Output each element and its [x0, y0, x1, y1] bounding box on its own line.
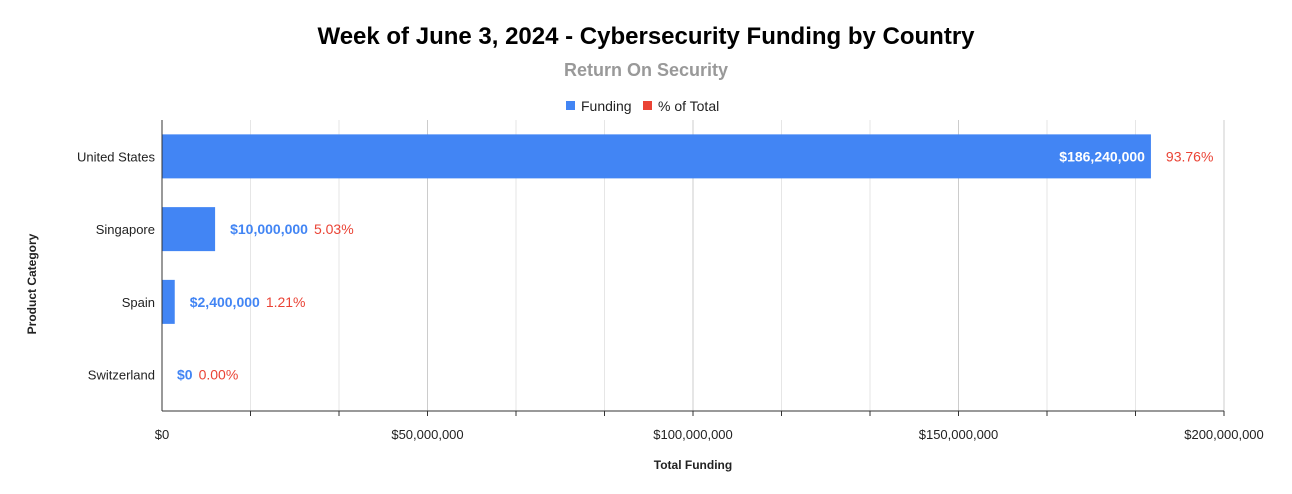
- x-tick-label: $0: [155, 427, 169, 442]
- legend: Funding % of Total: [566, 98, 719, 114]
- data-labels: $186,240,000 93.76% $10,000,000 5.03% $2,400…: [177, 148, 1213, 382]
- bar-spain: [162, 279, 175, 324]
- legend-label-percent: % of Total: [658, 98, 719, 114]
- value-label: $186,240,000: [1059, 148, 1145, 164]
- value-label: $10,000,000: [230, 221, 308, 237]
- x-tick-label: $150,000,000: [919, 427, 999, 442]
- axes: [161, 120, 1225, 416]
- bar-singapore: [162, 207, 216, 252]
- chart-subtitle: Return On Security: [564, 60, 728, 80]
- chart-title: Week of June 3, 2024 - Cybersecurity Fun…: [317, 23, 975, 50]
- legend-swatch-funding: [566, 101, 575, 110]
- bar-united-states: [162, 134, 1151, 179]
- percent-label: 1.21%: [266, 294, 306, 310]
- category-label: United States: [77, 149, 156, 164]
- category-label: Switzerland: [88, 368, 155, 383]
- x-tick-label: $200,000,000: [1184, 427, 1264, 442]
- category-labels: United States Singapore Spain Switzerland: [77, 149, 156, 382]
- category-label: Singapore: [96, 222, 155, 237]
- percent-label: 5.03%: [314, 221, 354, 237]
- value-label: $2,400,000: [190, 294, 260, 310]
- x-axis-title: Total Funding: [654, 458, 732, 472]
- x-tick-label: $100,000,000: [653, 427, 733, 442]
- bars: [162, 134, 1151, 324]
- x-tick-label: $50,000,000: [391, 427, 463, 442]
- x-tick-labels: $0 $50,000,000 $100,000,000 $150,000,000 $20…: [155, 427, 1264, 442]
- legend-label-funding: Funding: [581, 98, 632, 114]
- y-axis-title: Product Category: [25, 233, 39, 334]
- percent-label: 0.00%: [199, 367, 239, 383]
- category-label: Spain: [122, 295, 155, 310]
- percent-label: 93.76%: [1166, 148, 1213, 164]
- value-label: $0: [177, 367, 193, 383]
- legend-swatch-percent: [643, 101, 652, 110]
